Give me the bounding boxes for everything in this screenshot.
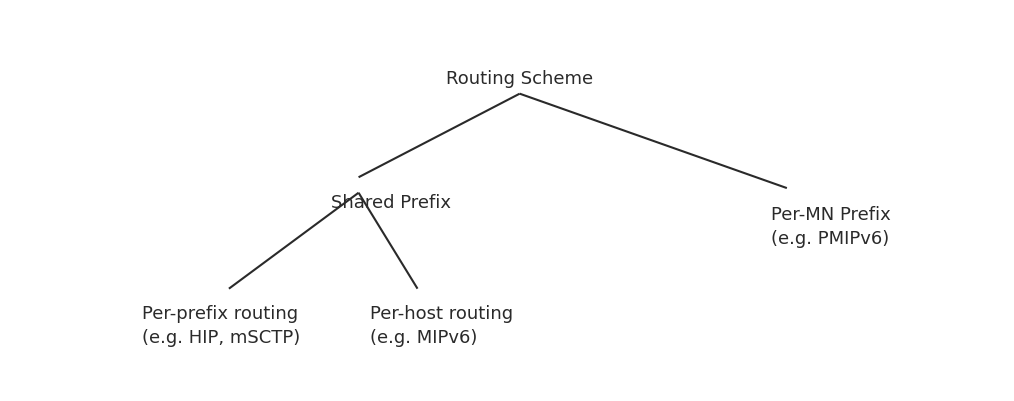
Text: Per-prefix routing
(e.g. HIP, mSCTP): Per-prefix routing (e.g. HIP, mSCTP) bbox=[142, 304, 301, 346]
Text: Shared Prefix: Shared Prefix bbox=[332, 193, 451, 211]
Text: Routing Scheme: Routing Scheme bbox=[446, 70, 593, 88]
Text: Per-host routing
(e.g. MIPv6): Per-host routing (e.g. MIPv6) bbox=[370, 304, 513, 346]
Text: Per-MN Prefix
(e.g. PMIPv6): Per-MN Prefix (e.g. PMIPv6) bbox=[771, 206, 891, 247]
